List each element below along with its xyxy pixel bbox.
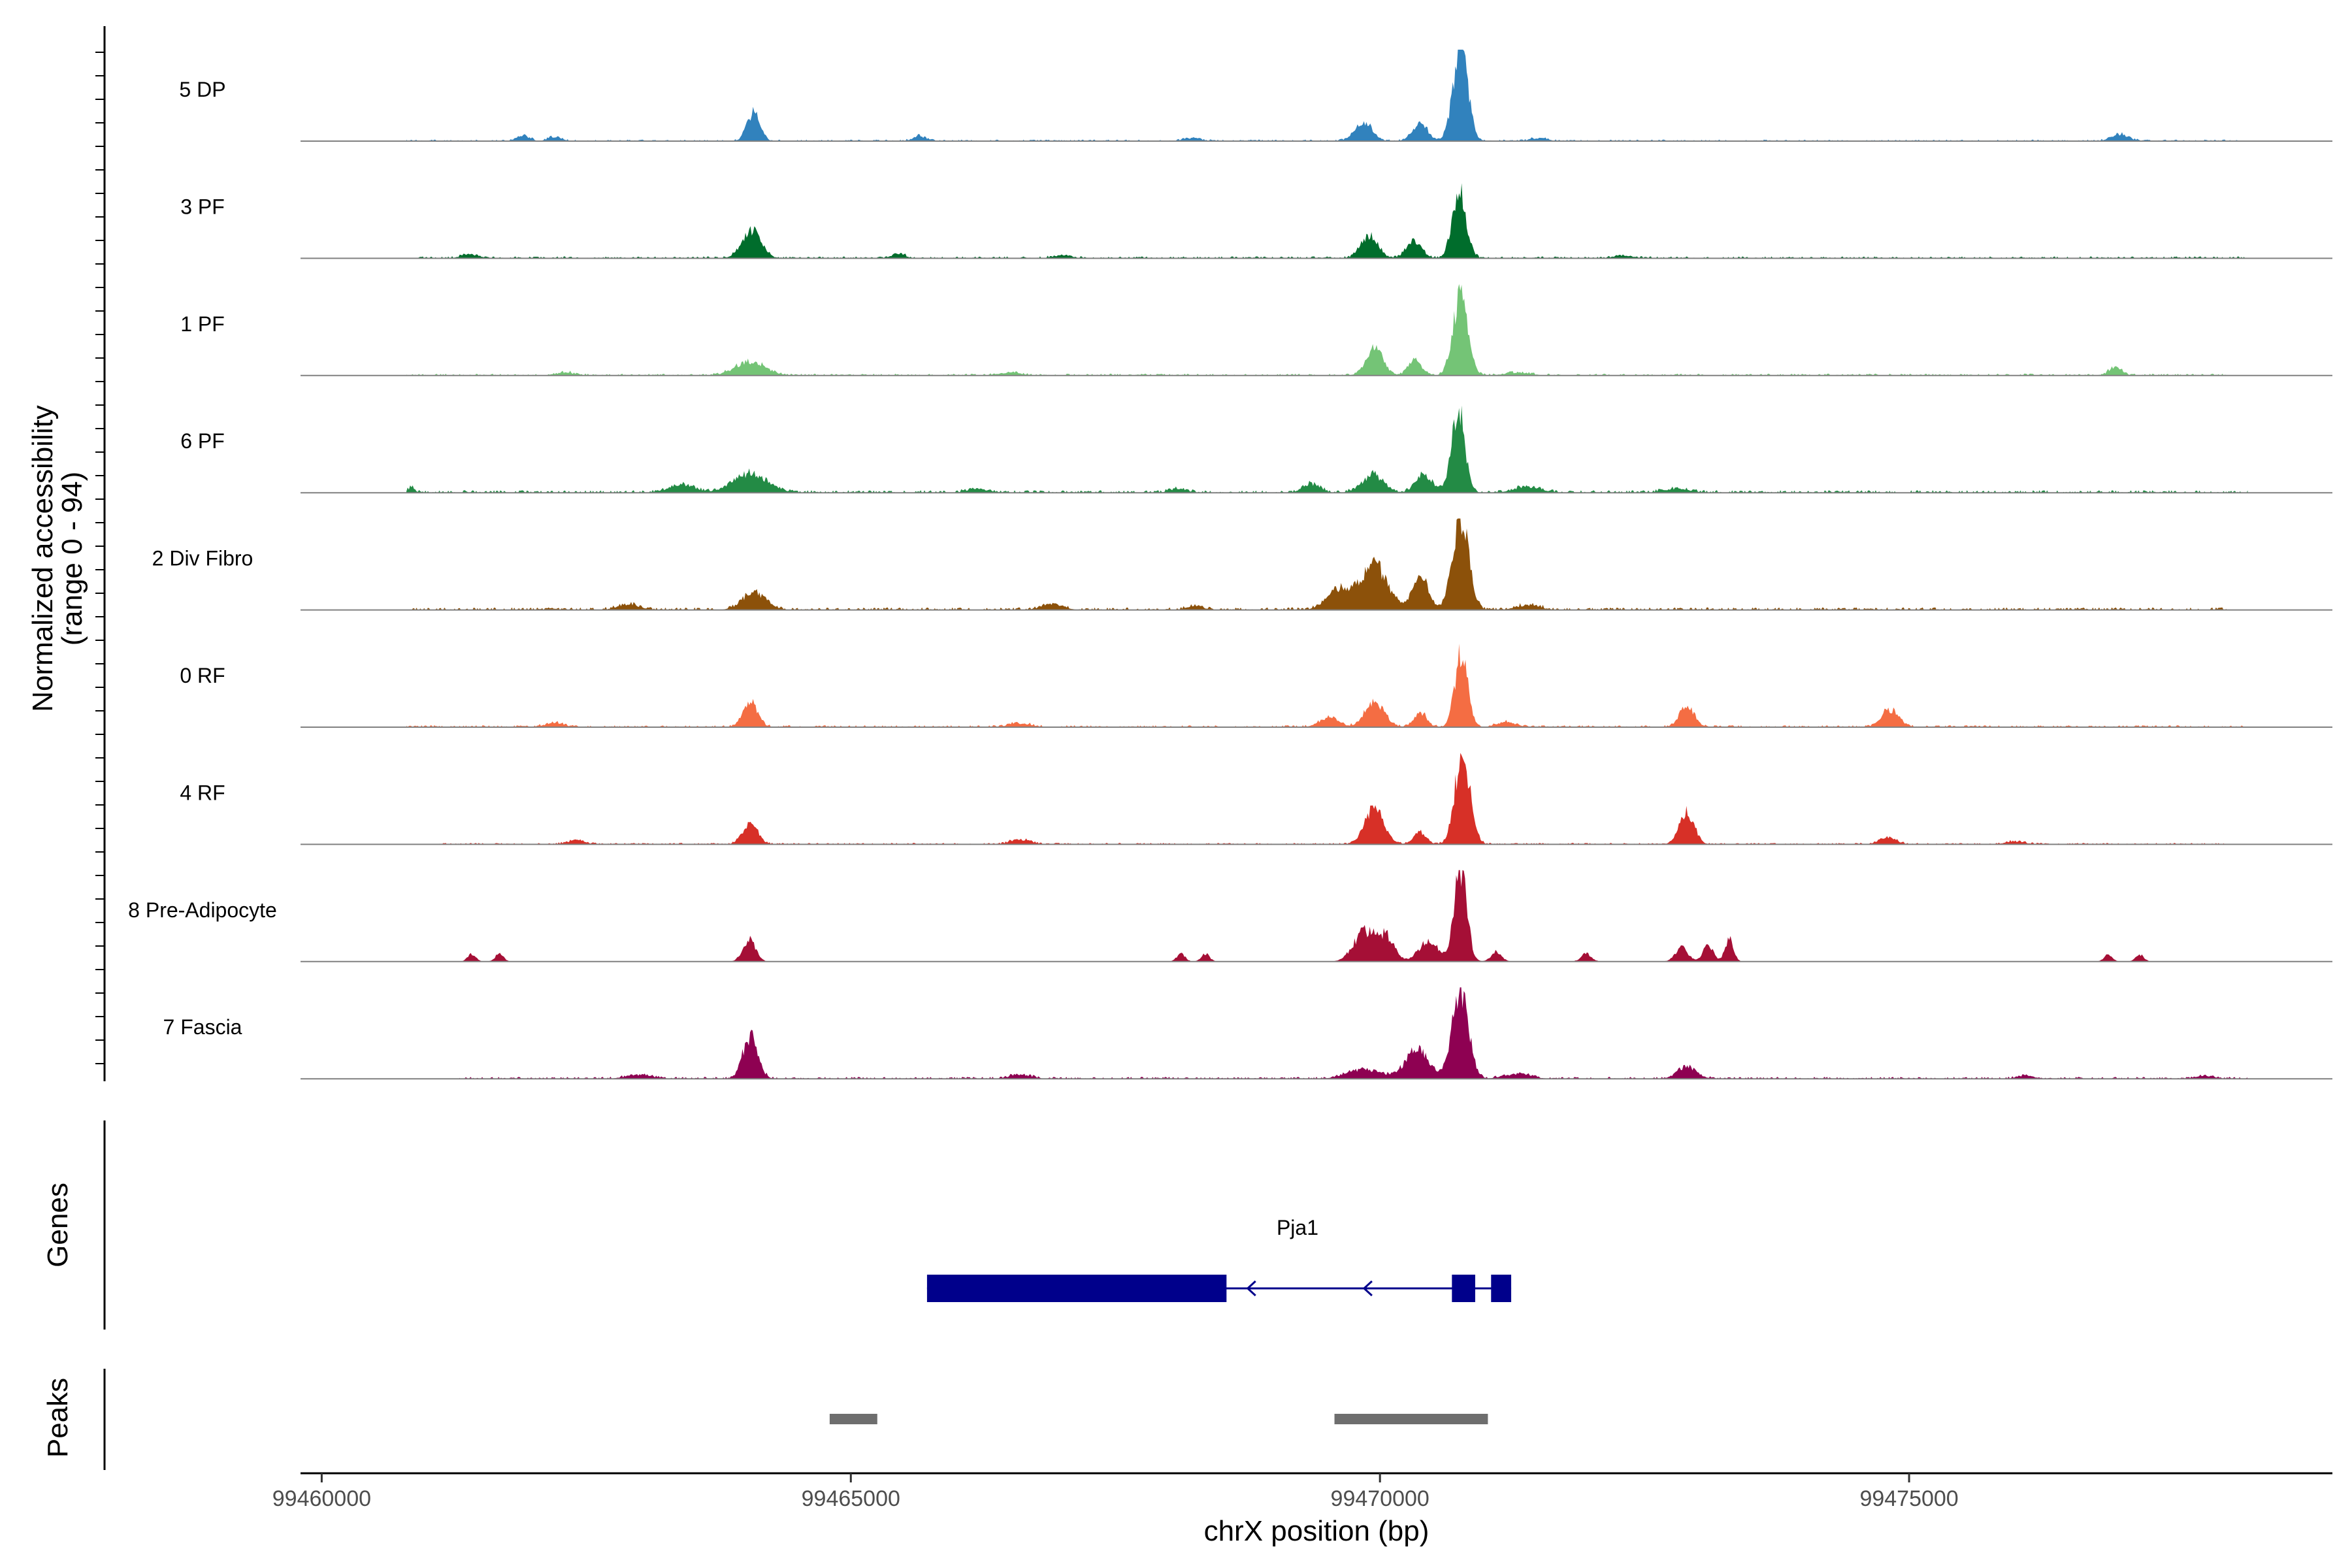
peaks-panel-title: Peaks: [42, 1378, 74, 1458]
x-axis: 99460000 99465000 99470000 99475000: [272, 1472, 2332, 1511]
y-axis-title: Normalized accessibility: [27, 405, 59, 711]
gene-exon: [1491, 1275, 1512, 1302]
coverage-area-4-rf: [438, 753, 2227, 845]
coverage-area-6-pf: [406, 405, 2248, 493]
coverage-area-8-pre-adipocyte: [459, 870, 2153, 962]
coverage-area-2-div-fibro: [406, 518, 2227, 610]
y-axis: [95, 26, 106, 1081]
track-label: 7 Fascia: [163, 1015, 242, 1039]
track-label: 6 PF: [180, 429, 225, 453]
track-label: 2 Div Fibro: [152, 547, 253, 570]
peaks-panel: [103, 1369, 1488, 1470]
coverage-tracks: [301, 50, 2332, 1080]
gene-exon: [926, 1275, 1227, 1302]
track-label: 5 DP: [179, 78, 225, 101]
track-label: 8 Pre-Adipocyte: [128, 898, 277, 922]
peak-region: [829, 1414, 877, 1424]
coverage-area-0-rf: [406, 644, 2248, 727]
track-label: 4 RF: [180, 781, 225, 804]
y-axis-range-title: (range 0 - 94): [56, 472, 88, 646]
x-axis-title: chrX position (bp): [1204, 1515, 1429, 1547]
coverage-area-7-fascia: [459, 987, 2248, 1079]
track-labels: 5 DP 3 PF 1 PF 6 PF 2 Div Fibro 0 RF 4 RF 8 Pre…: [128, 78, 277, 1039]
gene-strand-arrow: [1362, 1280, 1373, 1297]
track-label: 3 PF: [180, 195, 225, 218]
peak-region: [1334, 1414, 1488, 1424]
genes-panel-title: Genes: [42, 1183, 74, 1267]
track-label: 0 RF: [180, 664, 225, 687]
x-tick-label: 99475000: [1859, 1486, 1958, 1511]
gene-strand-arrow: [1246, 1280, 1256, 1297]
x-tick-label: 99470000: [1331, 1486, 1429, 1511]
x-tick-label: 99460000: [272, 1486, 371, 1511]
genes-panel: Pja1: [103, 1120, 1512, 1330]
coverage-area-5-dp: [406, 50, 2248, 141]
gene-exon: [1452, 1275, 1475, 1302]
gene-name-label: Pja1: [1277, 1216, 1318, 1239]
coverage-area-3-pf: [406, 183, 2248, 259]
x-tick-label: 99465000: [802, 1486, 900, 1511]
coverage-area-1-pf: [406, 284, 2227, 376]
track-label: 1 PF: [180, 312, 225, 336]
